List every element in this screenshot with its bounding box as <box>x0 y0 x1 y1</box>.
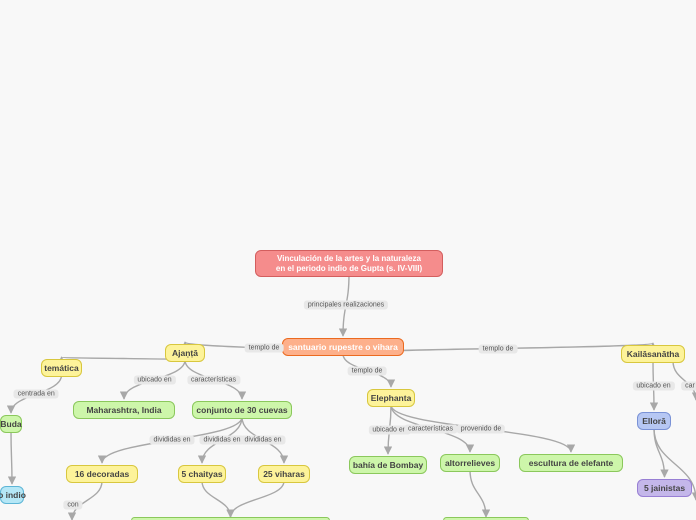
node-indio[interactable]: o indio <box>0 486 24 504</box>
edge-label: divididas en <box>200 436 245 445</box>
node-ellora[interactable]: Ellorā <box>637 412 671 430</box>
node-jainistas[interactable]: 5 jainistas <box>637 479 692 497</box>
edge-label: templo de <box>479 344 518 353</box>
edge-label: principales realizaciones <box>304 301 388 310</box>
node-conjunto30[interactable]: conjunto de 30 cuevas <box>192 401 292 419</box>
edge-label: características <box>404 424 457 433</box>
edge-label: car <box>681 382 696 391</box>
edge-label: provenido de <box>457 424 505 433</box>
node-bombay[interactable]: bahía de Bombay <box>349 456 427 474</box>
edge-label: características <box>187 375 240 384</box>
edge-label: ubicado en <box>133 375 175 384</box>
edge-label: ubicado en <box>632 381 674 390</box>
node-buda[interactable]: Buda <box>0 415 22 433</box>
edge-label: centrada en <box>14 390 59 399</box>
node-santuario[interactable]: santuario rupestre o vihara <box>282 338 404 356</box>
node-chaityas[interactable]: 5 chaityas <box>178 465 226 483</box>
node-elephanta[interactable]: Elephanta <box>367 389 415 407</box>
node-escultura[interactable]: escultura de elefante <box>519 454 623 472</box>
edge-label: templo de <box>245 344 284 353</box>
edge-label: con <box>63 501 82 510</box>
edge-label: divididas en <box>150 436 195 445</box>
node-viharas25[interactable]: 25 viharas <box>258 465 310 483</box>
node-tematica[interactable]: temática <box>41 359 82 377</box>
node-ajanta[interactable]: Ajaṇṭā <box>165 344 205 362</box>
node-root[interactable]: Vinculación de la artes y la naturaleza … <box>255 250 443 277</box>
node-decoradas[interactable]: 16 decoradas <box>66 465 138 483</box>
node-maharashtra[interactable]: Maharashtra, India <box>73 401 175 419</box>
edge-label: divididas en <box>241 436 286 445</box>
node-kailasa[interactable]: Kailāsanātha <box>621 345 685 363</box>
node-altorrelieves[interactable]: altorrelieves <box>440 454 500 472</box>
edge-label: templo de <box>348 366 387 375</box>
